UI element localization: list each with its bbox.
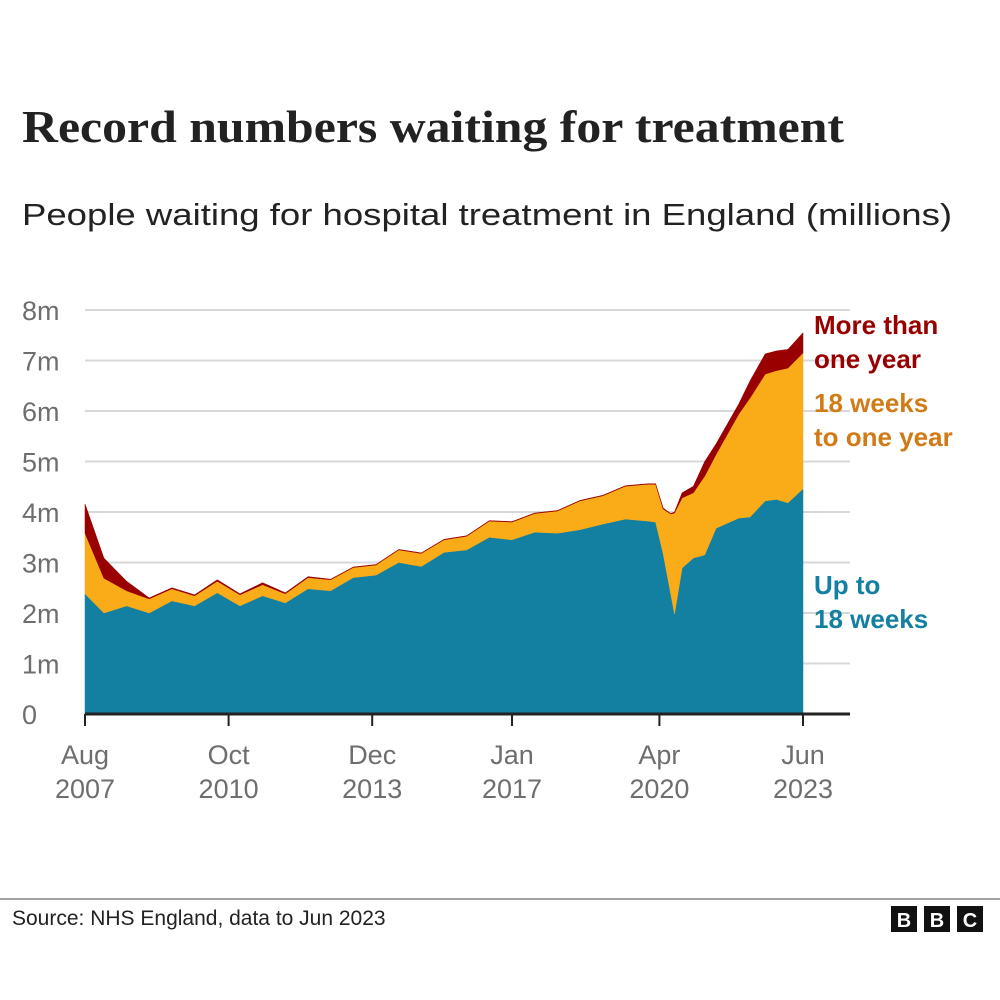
y-tick-label: 4m	[22, 498, 60, 528]
series-label-line: one year	[814, 344, 921, 374]
source-note: Source: NHS England, data to Jun 2023	[12, 907, 386, 930]
svg-text:B: B	[897, 910, 911, 932]
label-18-weeks-to-one-year: 18 weeks to one year	[814, 388, 953, 452]
x-tick-month: Jan	[490, 740, 534, 770]
chart-subtitle: People waiting for hospital treatment in…	[22, 197, 952, 232]
x-tick-year: 2023	[773, 774, 833, 804]
series-label-line: More than	[814, 310, 938, 340]
chart-title: Record numbers waiting for treatment	[22, 101, 845, 152]
svg-text:B: B	[930, 910, 944, 932]
label-up-to-18-weeks: Up to 18 weeks	[814, 570, 928, 634]
y-tick-label: 3m	[22, 549, 60, 579]
x-tick-month: Jun	[781, 740, 825, 770]
y-tick-label: 0	[22, 700, 37, 730]
x-tick-year: 2007	[55, 774, 115, 804]
label-more-than-one-year: More than one year	[814, 310, 938, 374]
series-label-line: 18 weeks	[814, 604, 928, 634]
series-label-line: to one year	[814, 422, 953, 452]
area-more-than-one-year	[84, 332, 804, 600]
x-tick-year: 2017	[482, 774, 542, 804]
series-label-line: Up to	[814, 570, 880, 600]
x-tick-month: Dec	[348, 740, 396, 770]
y-tick-label: 6m	[22, 397, 60, 427]
y-tick-label: 7m	[22, 347, 60, 377]
y-tick-label: 2m	[22, 599, 60, 629]
y-tick-label: 1m	[22, 650, 60, 680]
y-tick-label: 8m	[22, 296, 60, 326]
x-tick-month: Aug	[61, 740, 109, 770]
x-tick-year: 2010	[199, 774, 259, 804]
x-tick-month: Apr	[638, 740, 680, 770]
x-tick-month: Oct	[208, 740, 251, 770]
bbc-logo: B B C	[891, 906, 983, 932]
x-axis-ticks: Aug 2007 Oct 2010 Dec 2013 Jan 2017 Apr 2020 Jun 20…	[55, 714, 833, 804]
x-tick-year: 2013	[342, 774, 402, 804]
y-tick-label: 5m	[22, 448, 60, 478]
y-axis-ticks: 0 1m 2m 3m 4m 5m 6m 7m 8m	[22, 296, 60, 730]
series-label-line: 18 weeks	[814, 388, 928, 418]
x-tick-year: 2020	[629, 774, 689, 804]
svg-text:C: C	[963, 910, 977, 932]
stacked-areas	[84, 332, 804, 715]
